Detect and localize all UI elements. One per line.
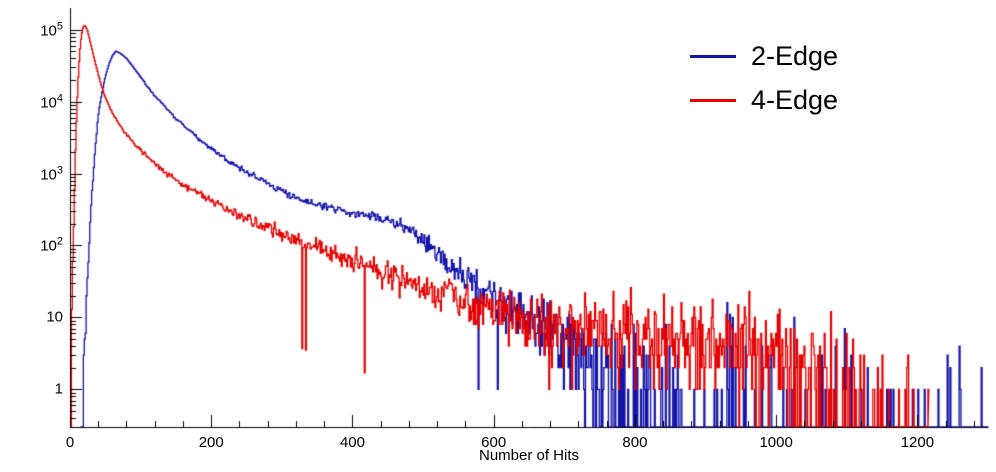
x-tick-label: 1200 <box>900 434 935 451</box>
x-tick-label: 0 <box>65 434 75 451</box>
x-tick-label: 400 <box>339 434 365 451</box>
y-tick-label: 103 <box>40 164 63 184</box>
legend-label-2edge: 2-Edge <box>751 40 839 71</box>
chart-legend: 2-Edge 4-Edge <box>690 38 838 118</box>
legend-label-4edge: 4-Edge <box>751 84 839 115</box>
x-tick-label: 800 <box>622 434 648 451</box>
y-tick-label: 105 <box>40 20 63 40</box>
legend-line-2edge <box>690 54 736 58</box>
x-tick-label: 1000 <box>759 434 793 451</box>
legend-item-4edge: 4-Edge <box>690 82 838 118</box>
x-axis-title: Number of Hits <box>478 447 580 464</box>
legend-line-4edge <box>690 98 736 102</box>
y-tick-label: 1 <box>54 380 63 398</box>
y-tick-label: 104 <box>40 92 63 112</box>
y-tick-label: 10 <box>46 308 63 326</box>
y-tick-label: 102 <box>40 235 63 255</box>
legend-item-2edge: 2-Edge <box>690 38 838 74</box>
x-tick-label: 600 <box>481 434 507 451</box>
x-tick-label: 200 <box>198 434 224 451</box>
